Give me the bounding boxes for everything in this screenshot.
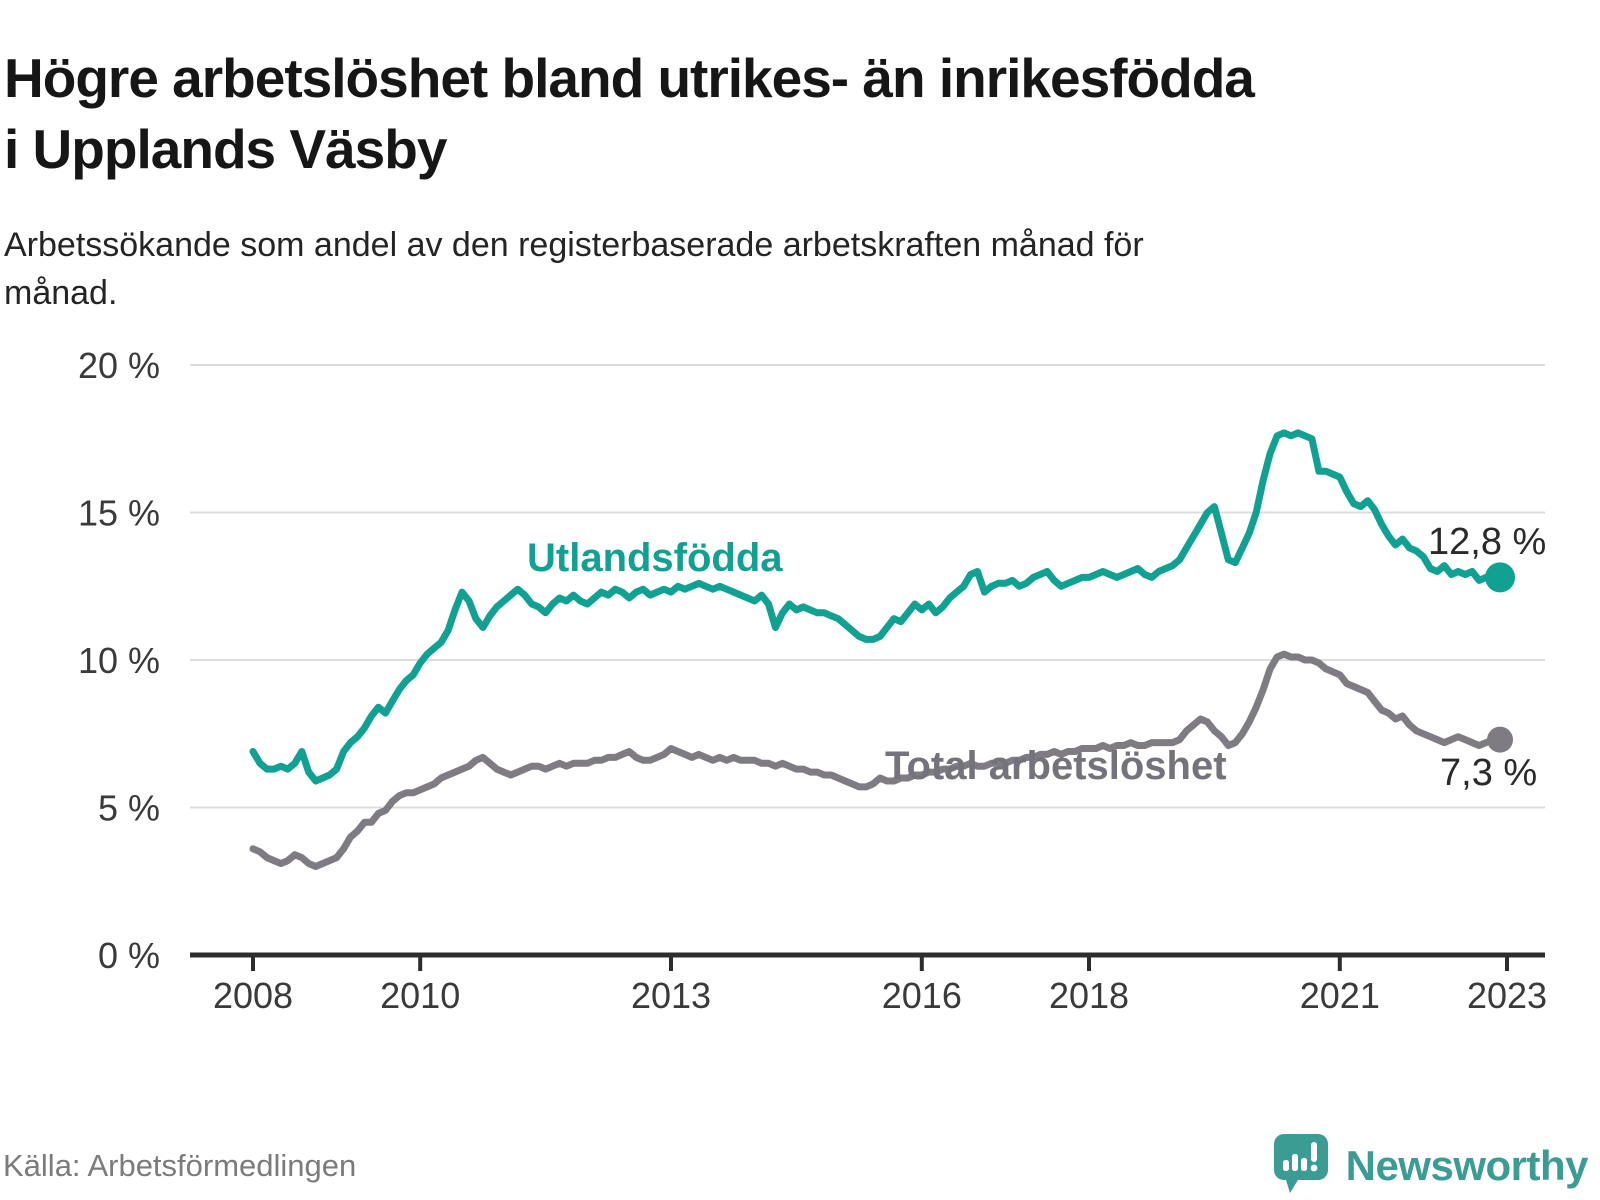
series-label-total: Total arbetslöshet — [885, 744, 1227, 788]
y-tick-label: 5 % — [98, 788, 160, 829]
brand-wordmark: Newsworthy — [1345, 1142, 1589, 1189]
newsworthy-logo-icon — [1273, 1134, 1328, 1193]
x-tick-label: 2021 — [1300, 975, 1380, 1016]
end-value-label-utlandsfodda: 12,8 % — [1428, 521, 1547, 563]
y-tick-label: 10 % — [78, 640, 160, 681]
series-line-utlandsfodda — [249, 429, 1504, 785]
x-tick-label: 2018 — [1049, 975, 1129, 1016]
logo-bar-2 — [1291, 1154, 1298, 1171]
source-note: Källa: Arbetsförmedlingen — [3, 1148, 357, 1183]
brand-footer: Newsworthy — [1273, 1134, 1589, 1194]
y-tick-label: 0 % — [98, 935, 160, 976]
series-end-dot-utlandsfodda — [1485, 562, 1516, 593]
logo-exclamation-bar — [1310, 1142, 1317, 1162]
series-end-dot-total — [1487, 726, 1514, 753]
page-subtitle: Arbetssökande som andel av den registerb… — [4, 226, 1144, 312]
logo-bar-1 — [1282, 1160, 1289, 1171]
x-tick-label: 2008 — [213, 975, 293, 1016]
x-tick-label: 2010 — [380, 975, 460, 1016]
x-tick-label: 2023 — [1467, 975, 1547, 1016]
x-tick-label: 2016 — [882, 975, 962, 1016]
page-title: Högre arbetslöshet bland utrikes- än inr… — [4, 46, 1255, 181]
x-tick-label: 2013 — [631, 975, 711, 1016]
series-line-total — [249, 650, 1504, 870]
end-value-label-total: 7,3 % — [1440, 752, 1538, 794]
y-tick-label: 20 % — [78, 345, 160, 386]
logo-bar-3 — [1300, 1158, 1307, 1171]
series-label-utlandsfodda: Utlandsfödda — [527, 536, 783, 580]
y-tick-label: 15 % — [78, 493, 160, 534]
logo-exclamation-dot — [1310, 1164, 1318, 1172]
